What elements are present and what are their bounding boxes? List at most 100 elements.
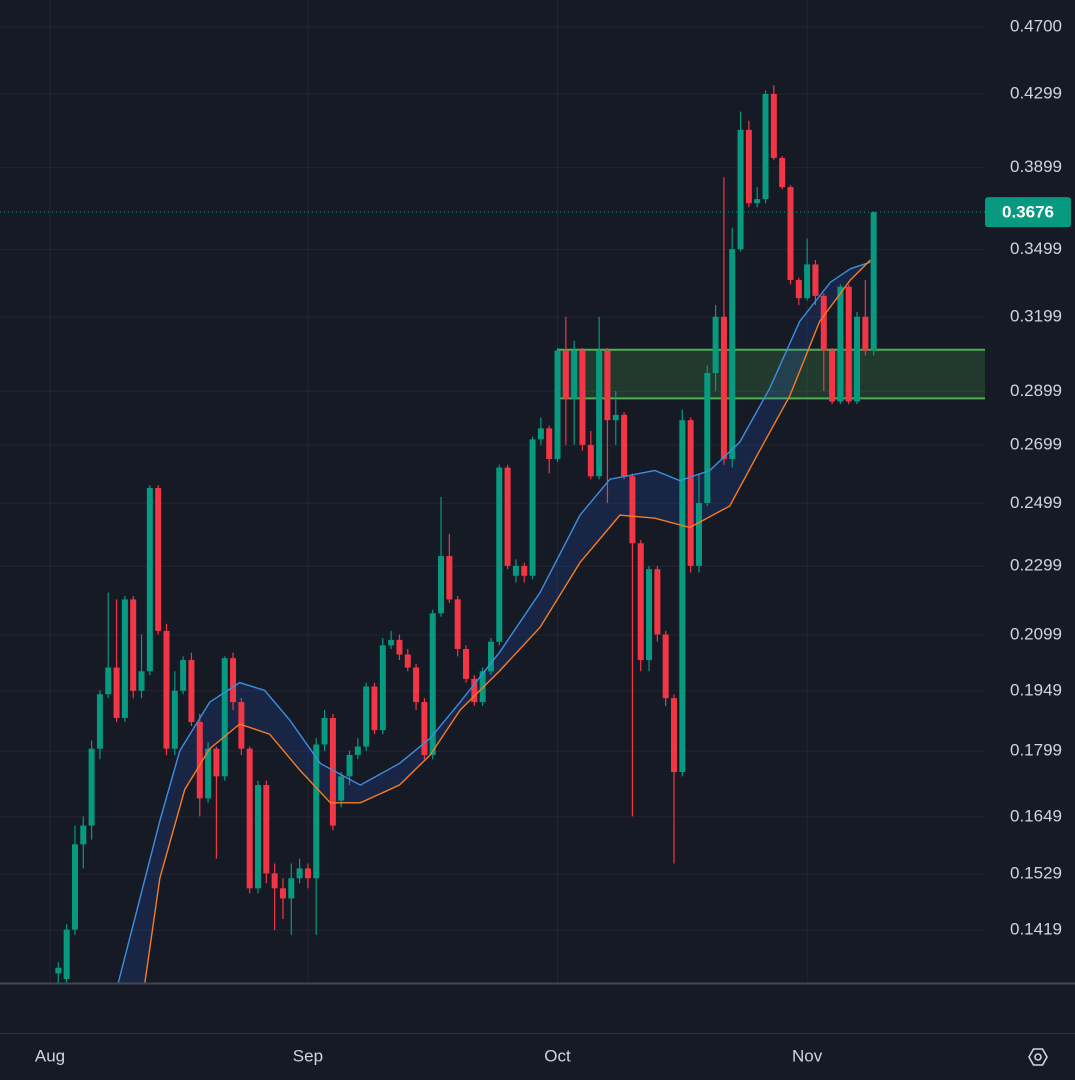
candle-body: [429, 613, 436, 755]
moving-average: [144, 259, 871, 984]
candle-body: [654, 569, 661, 635]
candle-body: [263, 785, 270, 874]
candle-body: [379, 645, 386, 731]
y-tick-label: 0.2099: [1010, 624, 1062, 643]
candle-body: [80, 825, 87, 845]
candle-body: [296, 868, 303, 879]
moving-average: [117, 261, 871, 984]
settings-icon: [1028, 1048, 1048, 1066]
candle-body: [55, 967, 62, 974]
zone: [557, 349, 985, 399]
candle-body: [71, 844, 78, 930]
candle-body: [521, 565, 528, 576]
candle-body: [504, 467, 511, 566]
candle-body: [130, 599, 137, 691]
y-tick-label: 0.3499: [1010, 239, 1062, 258]
candle-body: [138, 671, 145, 691]
candle-body: [870, 212, 877, 351]
candle-body: [596, 350, 603, 477]
candle-body: [321, 717, 328, 745]
candle-body: [662, 634, 669, 699]
candle-body: [180, 660, 187, 691]
candle-body: [63, 929, 70, 980]
candle-body: [279, 888, 286, 899]
candle-body: [304, 868, 311, 879]
last-price-box: [985, 197, 1071, 228]
candle-body: [837, 286, 844, 402]
candle-body: [862, 316, 869, 351]
candle-body: [854, 316, 861, 402]
candle-body: [213, 748, 220, 777]
candle-body: [845, 286, 852, 402]
x-tick-label: Nov: [792, 1046, 823, 1065]
y-tick-label: 0.4700: [1010, 16, 1062, 35]
candle-body: [363, 686, 370, 747]
x-tick-label: Oct: [544, 1046, 571, 1065]
candle-body: [712, 316, 719, 374]
candle-body: [88, 748, 95, 826]
candle-body: [554, 350, 561, 460]
candle-body: [487, 641, 494, 672]
candle-body: [471, 678, 478, 703]
settings-button[interactable]: [1028, 1048, 1048, 1066]
plot-area: [0, 85, 985, 985]
candle-body: [629, 476, 636, 544]
y-tick-label: 0.1649: [1010, 806, 1062, 825]
candle-body: [812, 264, 819, 296]
candle-body: [754, 199, 761, 204]
y-tick-label: 0.2899: [1010, 381, 1062, 400]
candle-body: [621, 414, 628, 477]
y-tick-label: 0.2299: [1010, 556, 1062, 575]
candle-body: [121, 599, 128, 718]
y-tick-label: 0.2699: [1010, 435, 1062, 454]
x-tick-label: Aug: [35, 1046, 65, 1065]
candle-body: [770, 93, 777, 158]
candle-body: [579, 350, 586, 445]
candle-body: [829, 350, 836, 402]
candle-body: [463, 648, 469, 679]
candle-body: [587, 444, 594, 477]
candle-body: [646, 569, 653, 661]
candle-body: [496, 467, 503, 642]
candle-body: [413, 667, 420, 703]
candle-body: [537, 428, 544, 440]
y-tick-label: 0.4299: [1010, 84, 1062, 103]
settings-icon-center: [1034, 1053, 1042, 1061]
candle-body: [113, 667, 120, 718]
candle-body: [687, 420, 694, 566]
candle-body: [671, 698, 677, 773]
candle-body: [479, 671, 486, 703]
y-tick-label: 0.1419: [1010, 920, 1062, 939]
candle-body: [354, 746, 361, 755]
candle-body: [96, 694, 103, 749]
candle-body: [679, 420, 686, 773]
candle-body: [404, 654, 411, 668]
candle-body: [288, 878, 295, 899]
y-tick-label: 0.1799: [1010, 741, 1062, 760]
y-tick-label: 0.1949: [1010, 680, 1062, 699]
candle-body: [338, 776, 345, 801]
candle-body: [779, 157, 786, 188]
candle-body: [313, 744, 320, 879]
candle-body: [105, 667, 112, 695]
y-tick-label: 0.2499: [1010, 493, 1062, 512]
candle-body: [612, 414, 619, 421]
candle-body: [371, 686, 378, 731]
y-tick-label: 0.3899: [1010, 157, 1062, 176]
candle-body: [695, 502, 702, 566]
candle-body: [762, 93, 769, 200]
candle-body: [546, 428, 553, 460]
candle-body: [171, 690, 178, 749]
candle-body: [512, 565, 519, 576]
candle-body: [271, 873, 278, 889]
x-tick-label: Sep: [293, 1046, 323, 1065]
candle-body: [562, 350, 569, 399]
axes: 0.4700 0.4299 0.3899 0.3499 0.3199 0.2899 0.26…: [35, 16, 1071, 1065]
candle-body: [163, 630, 170, 749]
candle-body: [446, 556, 453, 600]
candle-body: [346, 754, 353, 777]
candle-body: [737, 129, 744, 250]
last-price-label: 0.3676: [1002, 203, 1054, 222]
